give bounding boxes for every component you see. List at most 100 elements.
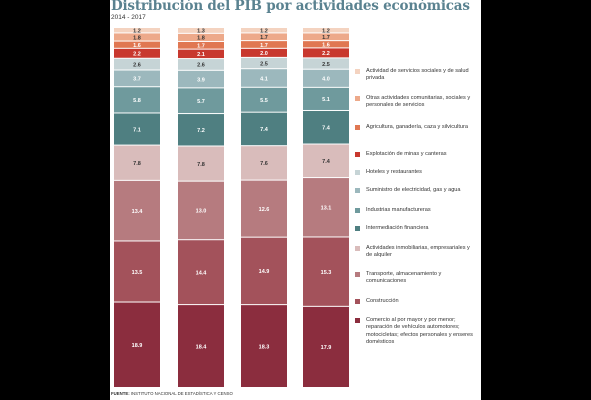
chart-panel (110, 0, 481, 400)
legend-item: Otras actividades comunitarias, sociales… (355, 95, 477, 110)
data-label: 5.1 (322, 97, 330, 103)
legend-swatch (355, 318, 360, 323)
data-label: 14.9 (259, 269, 270, 275)
legend-item: Suministro de electricidad, gas y agua (355, 187, 477, 194)
legend-label: Agricultura, ganadería, caza y silvicult… (366, 124, 468, 130)
legend-item: Industrias manufactureras (355, 207, 477, 214)
bar-segment (303, 178, 349, 237)
data-label: 2.6 (133, 62, 141, 68)
bar-segment (178, 41, 224, 49)
legend-swatch (355, 152, 360, 157)
data-label: 7.8 (133, 161, 141, 167)
bar-segment (114, 33, 160, 41)
legend-swatch (355, 96, 360, 101)
legend-swatch (355, 272, 360, 277)
data-label: 1.2 (133, 29, 141, 35)
bar-segment (114, 302, 160, 387)
bar-segment (114, 241, 160, 302)
data-label: 2.5 (260, 61, 268, 67)
bar-segment (114, 70, 160, 87)
data-label: 15.3 (321, 270, 332, 276)
legend-item: Intermediación financiera (355, 225, 477, 232)
legend-item: Hoteles y restaurantes (355, 169, 477, 176)
bar-segment (114, 145, 160, 180)
bar-segment (178, 28, 224, 33)
legend-label: Actividades inmobiliarias, empresariales… (366, 245, 470, 259)
bar-segment (303, 110, 349, 144)
chart-title: Distribución del PIB por actividades eco… (111, 0, 470, 14)
legend-label: Comercio al por mayor y por menor; repar… (366, 317, 473, 346)
bar-segment (178, 114, 224, 146)
bar-segment (114, 48, 160, 58)
source-label: FUENTE: (111, 391, 130, 396)
legend-item: Actividad de servicios sociales y de sal… (355, 68, 477, 83)
data-label: 5.8 (133, 98, 141, 104)
data-label: 2.5 (322, 62, 330, 68)
data-label: 13.4 (132, 209, 144, 215)
bar-segment (178, 70, 224, 88)
bar-segment (241, 69, 287, 87)
data-label: 7.1 (133, 127, 141, 133)
legend-item: Agricultura, ganadería, caza y silvicult… (355, 124, 477, 131)
legend-item: Comercio al por mayor y por menor; repar… (355, 317, 477, 347)
data-label: 3.7 (133, 77, 141, 83)
bar-segment (303, 41, 349, 48)
bar-segment (178, 59, 224, 70)
bar-segment (178, 240, 224, 305)
bar-segment (178, 305, 224, 387)
bar-segment (178, 88, 224, 114)
data-label: 1.8 (133, 35, 141, 41)
legend-item: Actividades inmobiliarias, empresariales… (355, 245, 477, 260)
data-label: 13.0 (196, 209, 207, 215)
legend-item: Explotación de minas y canteras (355, 151, 477, 158)
data-label: 1.6 (133, 43, 141, 49)
bar-segment (303, 33, 349, 41)
data-label: 1.2 (260, 29, 268, 35)
data-label: 18.9 (132, 343, 143, 349)
bar-segment (241, 41, 287, 48)
legend-swatch (355, 125, 360, 130)
bar-segment (241, 237, 287, 305)
bar-segment (241, 48, 287, 57)
bar-segment (303, 69, 349, 87)
data-label: 12.6 (259, 207, 270, 213)
data-label: 2.6 (197, 63, 205, 69)
data-label: 3.9 (197, 77, 205, 83)
bar-segment (303, 144, 349, 178)
bar-segment (114, 87, 160, 113)
source-text: INSTITUTO NACIONAL DE ESTADÍSTICA Y CENS… (130, 391, 233, 396)
data-label: 2.1 (197, 52, 205, 58)
bar-segment (241, 28, 287, 33)
bar-segment (303, 237, 349, 306)
data-label: 4.0 (322, 77, 330, 83)
legend-label: Construcción (366, 298, 399, 304)
data-label: 1.7 (322, 35, 330, 41)
bar-segment (303, 87, 349, 110)
data-label: 2.0 (260, 51, 268, 57)
data-label: 7.4 (322, 159, 331, 165)
legend-item: Transporte, almacenamiento y comunicacio… (355, 271, 477, 286)
bar-segment (241, 87, 287, 112)
data-label: 1.2 (322, 29, 330, 35)
bar-segment (303, 306, 349, 387)
data-label: 1.7 (260, 35, 268, 41)
legend-label: Industrias manufactureras (366, 207, 431, 213)
bar-segment (114, 180, 160, 241)
data-label: 2.2 (322, 51, 330, 57)
chart-subtitle: 2014 - 2017 (111, 14, 146, 21)
data-label: 7.4 (260, 127, 269, 133)
data-label: 14.4 (196, 270, 208, 276)
bar-segment (178, 49, 224, 59)
bar-segment (114, 28, 160, 33)
data-label: 1.3 (197, 29, 205, 35)
data-label: 18.3 (259, 344, 270, 350)
data-label: 5.7 (197, 99, 205, 105)
data-label: 18.4 (196, 344, 208, 350)
data-label: 5.5 (260, 98, 268, 104)
data-label: 1.6 (322, 43, 330, 49)
bar-segment (178, 33, 224, 41)
bar-segment (241, 33, 287, 41)
legend-label: Hoteles y restaurantes (366, 169, 422, 175)
legend-item: Construcción (355, 298, 477, 305)
data-label: 1.7 (197, 44, 205, 50)
